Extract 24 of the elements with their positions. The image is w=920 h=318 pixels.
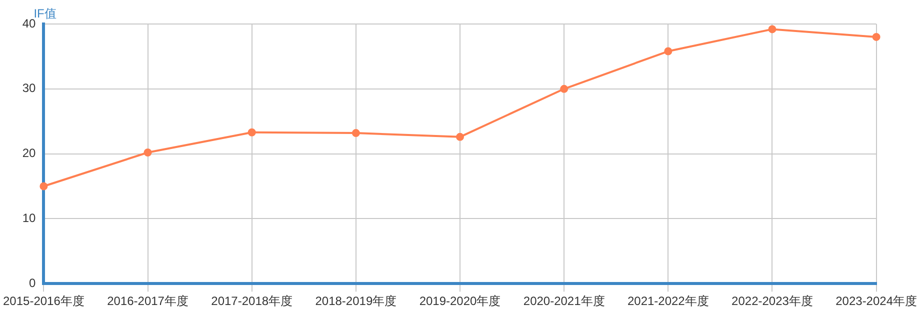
y-tick-label: 20 [22,146,36,160]
x-tick-label: 2021-2022年度 [627,294,709,308]
point [456,132,464,141]
y-axis-title: IF值 [34,6,56,20]
x-tick-label: 2016-2017年度 [107,294,188,308]
point [248,128,256,136]
x-tick-label: 2019-2020年度 [419,294,501,308]
point [560,84,568,93]
y-tick-label: 10 [22,211,36,226]
y-tick-label: 0 [29,276,36,290]
point [352,129,360,138]
x-tick-label: 2023-2024年度 [836,294,917,308]
point [144,148,152,156]
point [664,47,672,56]
y-tick-label: 40 [22,16,36,30]
x-tick-label: 2017-2018年度 [211,294,293,308]
point [768,25,776,34]
x-tick-label: 2015-2016年度 [3,294,84,308]
y-tick-label: 30 [22,81,36,96]
x-tick-label: 2022-2023年度 [732,294,813,308]
x-tick-label: 2018-2019年度 [315,294,397,308]
point [40,182,48,190]
x-tick-label: 2020-2021年度 [523,294,605,308]
point [872,32,880,41]
